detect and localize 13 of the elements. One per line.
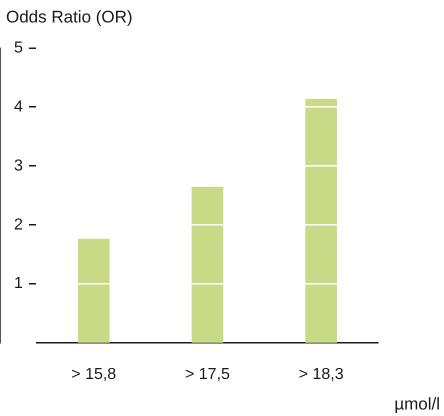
x-tick-label: > 17,5 (184, 366, 230, 383)
x-axis-title: µmol/l (394, 394, 440, 414)
y-tick-label: 5 (14, 39, 23, 56)
y-tick-label: 1 (14, 275, 23, 292)
y-axis-title: Odds Ratio (OR) (6, 8, 133, 27)
y-tick-label: 4 (14, 98, 23, 116)
bar (305, 98, 337, 343)
y-tick-label: 2 (14, 216, 23, 234)
x-tick-label: > 15,8 (71, 366, 116, 383)
y-tick-label: 3 (14, 157, 23, 174)
x-tick-label: > 18,3 (298, 366, 344, 383)
bar (78, 238, 110, 343)
bar (192, 186, 224, 343)
